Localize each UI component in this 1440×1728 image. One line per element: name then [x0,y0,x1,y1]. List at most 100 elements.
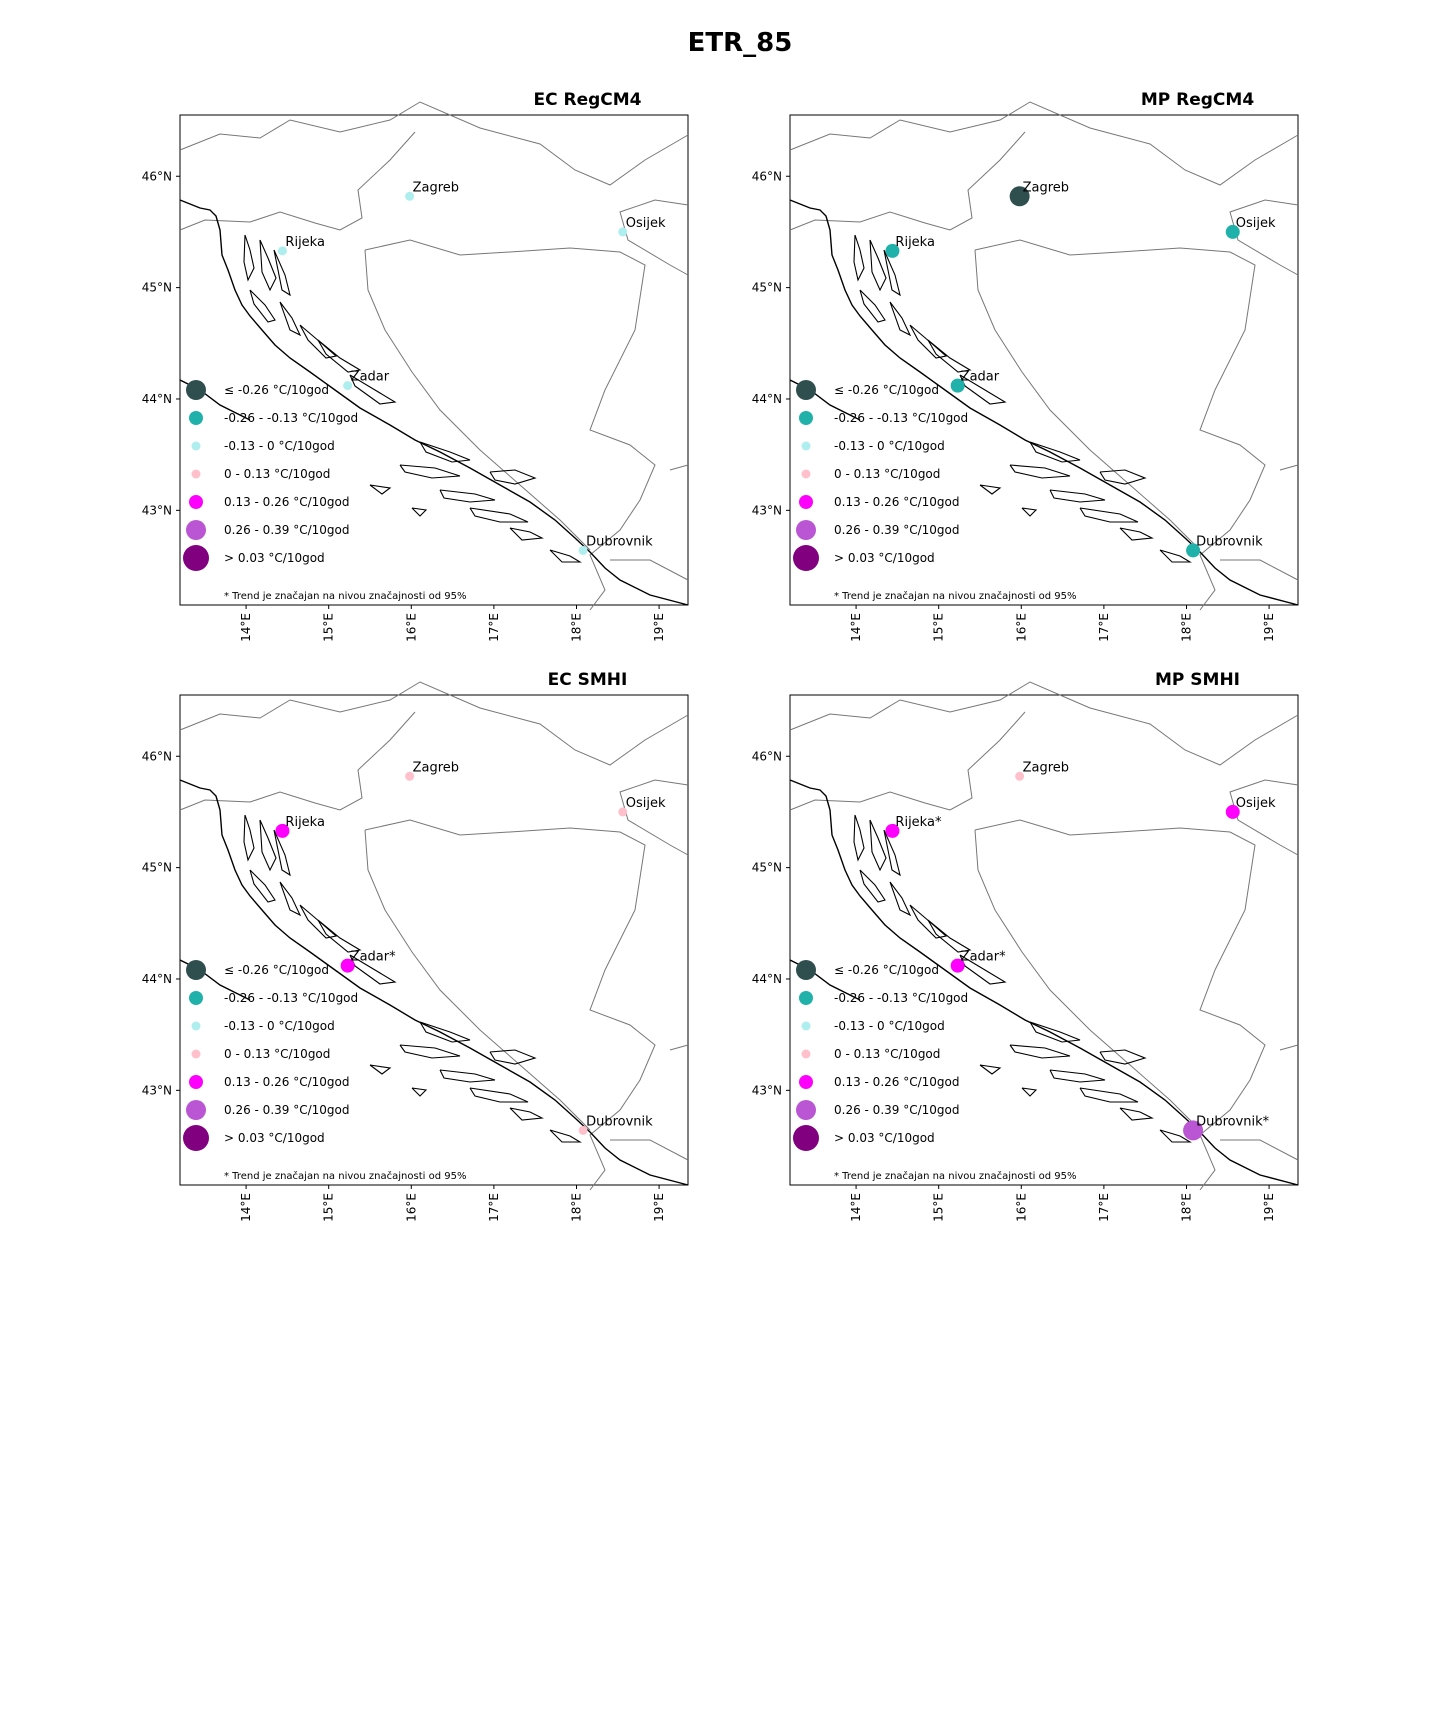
lon-tick-label: 17°E [1097,613,1111,642]
legend-swatch [191,1021,201,1031]
legend-label: -0.26 - -0.13 °C/10god [834,411,968,425]
legend-swatch [793,1125,819,1151]
station-marker-dubrovnik [578,1125,588,1135]
legend-swatch [799,991,813,1005]
legend-label: > 0.03 °C/10god [224,551,325,565]
lon-tick-label: 19°E [1262,613,1276,642]
lon-tick-label: 14°E [239,613,253,642]
island-outline [979,1064,1002,1075]
station-label-dubrovnik: Dubrovnik [1196,534,1263,549]
legend-label: -0.13 - 0 °C/10god [834,439,945,453]
station-label-osijek: Osijek [1236,796,1276,811]
significance-note: * Trend je značajan na nivou značajnosti… [224,1170,466,1182]
map-panel-mp-smhi: MP SMHI 46°N 45°N 44°N 43°N 14°E 15°E 16°E 17°E… [752,670,1380,1230]
map-frame [789,114,1299,606]
station-label-osijek: Osijek [626,216,666,231]
station-label-dubrovnik: Dubrovnik [586,1114,653,1129]
island-outline [509,527,544,541]
lat-tick-label: 44°N [752,972,782,986]
map-frame [179,114,689,606]
country-border [974,819,1266,1191]
island-outline [1049,489,1106,503]
country-border [179,681,689,766]
island-outline [419,441,471,463]
country-border [669,464,689,471]
panel-title: MP RegCM4 [1140,90,1255,110]
station-label-rijeka: Rijeka [285,235,325,250]
island-outline [273,249,291,297]
station-marker-dubrovnik [1183,1120,1204,1141]
island-outline [469,1087,529,1103]
legend-swatch [801,1049,811,1059]
legend-swatch [189,411,203,425]
legend-label: ≤ -0.26 °C/10god [224,963,329,977]
map-svg: 46°N 45°N 44°N 43°N 14°E 15°E 16°E 17°E 18°E 19°E… [752,681,1299,1222]
legend-swatch [189,991,203,1005]
lat-tick-label: 45°N [752,861,782,875]
country-border [619,779,689,856]
legend-swatch [183,545,209,571]
country-border [364,829,591,1131]
lat-tick-label: 46°N [752,749,782,763]
legend-label: 0.26 - 0.39 °C/10god [834,523,959,537]
legend-label: -0.26 - -0.13 °C/10god [224,991,358,1005]
lon-tick-label: 18°E [569,1193,583,1222]
lat-tick-label: 46°N [752,169,782,183]
island-outline [869,239,887,292]
lon-tick-label: 18°E [569,613,583,642]
lat-tick-label: 44°N [142,972,172,986]
island-outline [349,374,397,405]
country-border [364,819,656,1191]
island-outline [489,469,537,485]
island-outline [909,904,948,939]
station-label-zagreb: Zagreb [1023,760,1069,775]
island-outline [883,249,901,297]
station-marker-zadar [950,378,965,393]
legend-swatch [799,1075,813,1089]
island-outline [411,1087,428,1097]
island-outline [859,869,886,903]
station-label-dubrovnik: Dubrovnik* [1196,1114,1270,1129]
island-outline [979,484,1002,495]
coastline [179,779,689,1186]
country-border [974,239,1266,611]
legend-swatch [801,469,811,479]
island-outline [927,339,972,373]
lon-tick-label: 19°E [652,1193,666,1222]
island-outline [317,919,362,953]
country-border [789,101,1299,186]
lat-tick-label: 44°N [752,392,782,406]
coastline [179,199,689,606]
legend-label: 0 - 0.13 °C/10god [224,467,330,481]
country-border [974,249,1201,551]
lon-tick-label: 14°E [849,1193,863,1222]
lon-tick-label: 16°E [1014,613,1028,642]
island-outline [249,289,276,323]
country-border [789,681,1299,766]
lon-tick-label: 19°E [1262,1193,1276,1222]
significance-note: * Trend je značajan na nivou značajnosti… [834,590,1076,602]
lon-tick-label: 17°E [487,613,501,642]
island-outline [509,1107,544,1121]
station-label-zagreb: Zagreb [1023,180,1069,195]
country-border [179,131,416,231]
country-border [1279,1044,1299,1051]
island-outline [439,489,496,503]
legend-swatch [186,1100,206,1120]
lon-tick-label: 14°E [239,1193,253,1222]
legend-label: -0.13 - 0 °C/10god [224,439,335,453]
island-outline [889,301,912,337]
island-outline [1029,441,1081,463]
station-marker-rijeka [277,246,287,256]
island-outline [927,919,972,953]
lon-tick-label: 15°E [932,613,946,642]
panel-title: EC RegCM4 [533,90,642,110]
island-outline [369,484,392,495]
legend-swatch [191,469,201,479]
lon-tick-label: 16°E [404,613,418,642]
legend-swatch [191,441,201,451]
station-marker-rijeka [275,823,290,838]
legend-label: > 0.03 °C/10god [834,551,935,565]
station-label-zagreb: Zagreb [413,760,459,775]
map-svg: 46°N 45°N 44°N 43°N 14°E 15°E 16°E 17°E 18°E 19°E… [142,101,689,642]
